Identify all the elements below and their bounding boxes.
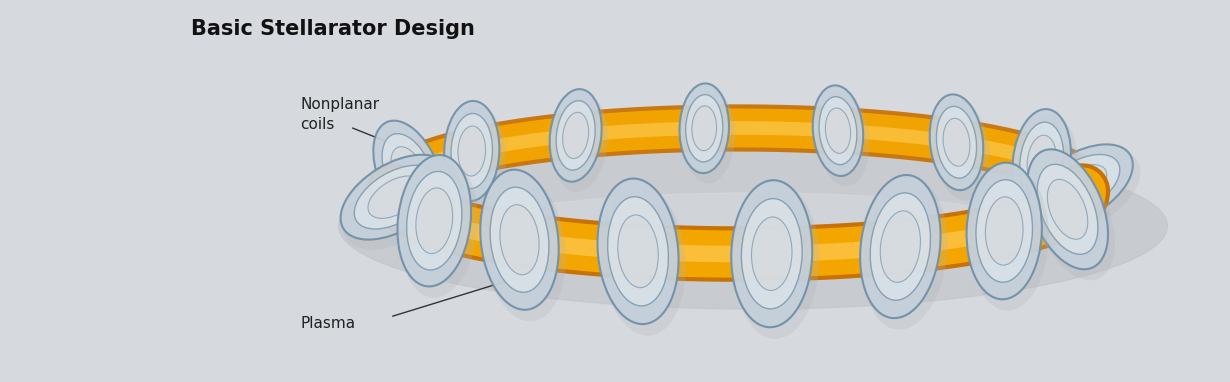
Ellipse shape bbox=[1031, 151, 1140, 235]
Ellipse shape bbox=[819, 97, 857, 165]
Text: Nonplanar
coils: Nonplanar coils bbox=[300, 97, 379, 132]
Text: Plasma: Plasma bbox=[300, 317, 355, 332]
Ellipse shape bbox=[930, 94, 983, 190]
Ellipse shape bbox=[1037, 164, 1098, 254]
Ellipse shape bbox=[679, 83, 729, 173]
Ellipse shape bbox=[338, 143, 1167, 309]
Ellipse shape bbox=[967, 163, 1042, 299]
Ellipse shape bbox=[341, 155, 450, 240]
Ellipse shape bbox=[598, 178, 679, 324]
Ellipse shape bbox=[825, 108, 851, 153]
Ellipse shape bbox=[444, 101, 499, 201]
Ellipse shape bbox=[692, 106, 717, 151]
Ellipse shape bbox=[343, 161, 458, 250]
Ellipse shape bbox=[374, 121, 444, 225]
Ellipse shape bbox=[1030, 154, 1116, 280]
Ellipse shape bbox=[1020, 122, 1064, 201]
Ellipse shape bbox=[600, 183, 685, 336]
Ellipse shape bbox=[684, 89, 736, 183]
Ellipse shape bbox=[451, 113, 492, 189]
Ellipse shape bbox=[985, 197, 1023, 265]
Ellipse shape bbox=[416, 188, 453, 254]
Ellipse shape bbox=[943, 118, 970, 166]
Ellipse shape bbox=[975, 180, 1032, 282]
Ellipse shape bbox=[752, 217, 792, 290]
Ellipse shape bbox=[863, 180, 947, 330]
Ellipse shape bbox=[742, 199, 802, 309]
Ellipse shape bbox=[1048, 179, 1087, 239]
Ellipse shape bbox=[969, 167, 1049, 311]
Ellipse shape bbox=[458, 126, 486, 176]
Ellipse shape bbox=[817, 91, 870, 186]
Ellipse shape bbox=[550, 89, 601, 182]
Ellipse shape bbox=[1027, 135, 1057, 188]
Ellipse shape bbox=[490, 187, 549, 292]
Ellipse shape bbox=[1027, 149, 1108, 269]
Ellipse shape bbox=[556, 101, 595, 170]
Ellipse shape bbox=[499, 205, 539, 275]
Ellipse shape bbox=[934, 100, 990, 201]
Ellipse shape bbox=[1012, 109, 1071, 214]
Ellipse shape bbox=[1016, 115, 1077, 224]
Ellipse shape bbox=[562, 112, 589, 159]
Ellipse shape bbox=[1054, 165, 1107, 205]
Ellipse shape bbox=[734, 185, 819, 339]
Ellipse shape bbox=[368, 176, 423, 219]
Text: Basic Stellarator Design: Basic Stellarator Design bbox=[191, 19, 475, 39]
Ellipse shape bbox=[813, 86, 863, 176]
Ellipse shape bbox=[860, 175, 941, 318]
Ellipse shape bbox=[397, 155, 471, 286]
Ellipse shape bbox=[481, 170, 558, 310]
Ellipse shape bbox=[383, 134, 434, 212]
Ellipse shape bbox=[391, 147, 426, 199]
Ellipse shape bbox=[376, 126, 450, 235]
Ellipse shape bbox=[483, 174, 566, 321]
Ellipse shape bbox=[407, 172, 462, 270]
Ellipse shape bbox=[354, 165, 437, 229]
Ellipse shape bbox=[685, 95, 723, 162]
Ellipse shape bbox=[554, 95, 608, 192]
Ellipse shape bbox=[448, 107, 506, 212]
Ellipse shape bbox=[1042, 154, 1119, 215]
Ellipse shape bbox=[1028, 144, 1133, 225]
Ellipse shape bbox=[478, 193, 1027, 259]
Ellipse shape bbox=[608, 197, 668, 306]
Ellipse shape bbox=[870, 193, 931, 300]
Ellipse shape bbox=[936, 106, 977, 178]
Ellipse shape bbox=[881, 211, 920, 282]
Ellipse shape bbox=[401, 160, 478, 298]
Ellipse shape bbox=[732, 180, 812, 327]
Ellipse shape bbox=[617, 215, 658, 288]
